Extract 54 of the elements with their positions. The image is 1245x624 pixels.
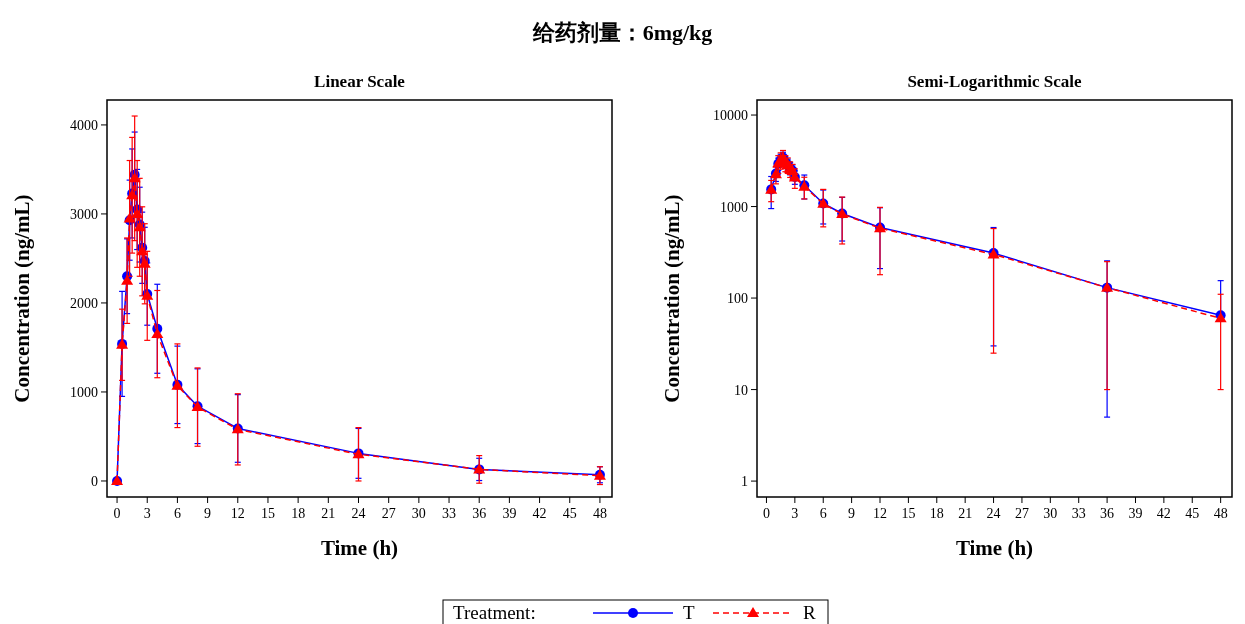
chart-title: Linear Scale [314,72,406,91]
legend-label: T [683,602,695,623]
x-tick-label: 18 [929,506,944,521]
x-tick-label: 9 [204,506,212,521]
y-axis-title: Concentration (ng/mL) [10,194,34,403]
x-tick-label: 27 [1014,506,1029,521]
x-tick-label: 45 [562,506,577,521]
x-tick-label: 30 [411,506,426,521]
x-tick-label: 42 [532,506,547,521]
y-tick-label: 1000 [720,199,748,215]
x-tick-label: 27 [381,506,396,521]
chart-title: Semi-Logarithmic Scale [907,72,1083,91]
x-tick-label: 18 [291,506,306,521]
x-tick-label: 3 [791,506,799,521]
x-tick-label: 48 [1213,506,1228,521]
x-tick-label: 39 [1128,506,1143,521]
y-tick-label: 1 [741,474,748,490]
x-tick-label: 12 [230,506,245,521]
legend-label: R [803,602,816,623]
y-tick-label: 2000 [70,295,98,311]
y-tick-label: 100 [727,291,748,307]
x-tick-label: 21 [321,506,336,521]
x-tick-label: 48 [592,506,607,521]
x-tick-label: 15 [901,506,916,521]
x-tick-label: 45 [1185,506,1200,521]
x-tick-label: 36 [472,506,487,521]
x-tick-label: 3 [143,506,151,521]
y-tick-label: 10000 [713,108,748,124]
x-tick-label: 9 [848,506,856,521]
x-tick-label: 33 [1071,506,1086,521]
x-tick-label: 30 [1043,506,1058,521]
legend-title: Treatment: [453,602,536,623]
x-tick-label: 24 [351,506,366,521]
x-tick-label: 6 [173,506,181,521]
y-axis-title: Concentration (ng/mL) [660,194,684,403]
x-axis-title: Time (h) [320,536,399,560]
x-tick-label: 33 [442,506,457,521]
x-tick-label: 36 [1100,506,1115,521]
x-tick-label: 6 [819,506,827,521]
y-tick-label: 10 [734,382,748,398]
y-tick-label: 4000 [70,117,98,133]
y-tick-label: 0 [91,473,98,489]
y-tick-label: 1000 [70,384,98,400]
x-tick-label: 0 [113,506,121,521]
x-tick-label: 24 [986,506,1001,521]
x-tick-label: 42 [1156,506,1171,521]
x-tick-label: 0 [762,506,770,521]
x-tick-label: 12 [873,506,888,521]
x-tick-label: 15 [260,506,275,521]
text: 给药剂量：6mg/kg [531,20,713,45]
x-tick-label: 39 [502,506,517,521]
x-axis-title: Time (h) [955,536,1034,560]
x-tick-label: 21 [958,506,973,521]
y-tick-label: 3000 [70,206,98,222]
